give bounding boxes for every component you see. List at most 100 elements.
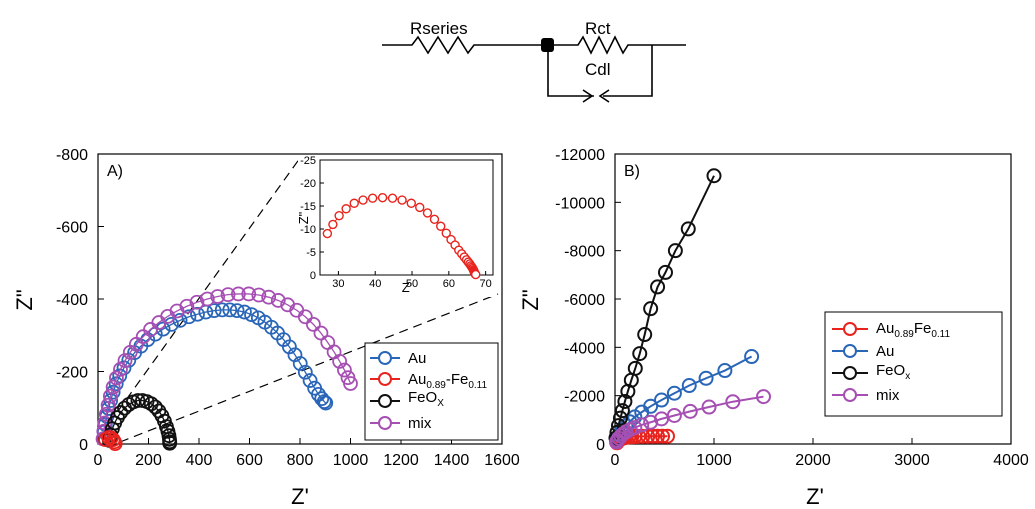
panel-b-point-mix bbox=[666, 407, 682, 423]
inset-point-aufe bbox=[436, 221, 446, 231]
panel-a-point-mix bbox=[230, 286, 246, 302]
panel-b-point-feox bbox=[637, 327, 653, 343]
panel-b-point-feox bbox=[617, 393, 633, 409]
panel-b-y-tick-label: -2000 bbox=[564, 389, 605, 406]
capacitor-branch bbox=[547, 52, 594, 97]
inset-ticks: 30 40 50 60 70 0 -5 -10 -15 -20 -25 bbox=[300, 155, 492, 290]
inset-point-aufe bbox=[471, 269, 481, 280]
resistor-rseries bbox=[382, 35, 548, 55]
legend-entry-feox: FeOX bbox=[370, 389, 444, 409]
panel-b-x-tick-label: 4000 bbox=[993, 452, 1029, 469]
panel-b-x-tick-label: 1000 bbox=[696, 452, 732, 469]
legend-b-label-feox: FeOx bbox=[876, 362, 910, 382]
panel-a-y-tick-label: -800 bbox=[56, 147, 88, 164]
panel-a-ticks: 0 200 400 600 800 1000 1200 1400 16000-200-400-6… bbox=[56, 147, 520, 469]
panel-a-point-au bbox=[316, 394, 332, 409]
panel-b-x-tick-label: 3000 bbox=[894, 452, 930, 469]
panel-a-x-tick-label: 1000 bbox=[333, 452, 369, 469]
panel-a-series bbox=[95, 286, 358, 452]
inset-x-tick-label: 30 bbox=[332, 278, 344, 290]
panel-b-y-tick-label: -8000 bbox=[564, 244, 605, 261]
inset-x-tick-label: 70 bbox=[480, 278, 492, 290]
panel-b-point-feox bbox=[643, 301, 659, 317]
panel-b-point-au bbox=[717, 363, 733, 379]
panel-b-point-mix bbox=[627, 420, 643, 436]
panel-a-inset: Z' Z" 30 40 50 60 70 0 -5 -10 -15 -20 -25 bbox=[296, 155, 497, 297]
panel-b-y-tick-label: -12000 bbox=[555, 147, 605, 164]
panel-a-point-mix bbox=[117, 353, 133, 369]
panel-a-point-mix bbox=[297, 309, 313, 325]
inset-point-aufe bbox=[334, 210, 344, 221]
panel-a-point-au bbox=[292, 356, 308, 371]
panel-a-point-mix bbox=[199, 291, 215, 307]
resistor-rct bbox=[554, 35, 686, 55]
panel-a-y-tick-label: -600 bbox=[56, 220, 88, 237]
panel-a-point-mix bbox=[109, 370, 124, 386]
panel-a-point-mix bbox=[102, 388, 118, 404]
legend-entry-aufe: Au0.89-Fe0.11 bbox=[370, 371, 487, 391]
panel-a-point-au bbox=[214, 302, 230, 318]
legend-entry-mix: mix bbox=[370, 415, 432, 432]
panel-a-x-axis-label: Z' bbox=[291, 484, 309, 509]
inset-series bbox=[322, 193, 481, 280]
legend-b-label-mix: mix bbox=[876, 387, 900, 404]
panel-b-point-mix bbox=[634, 417, 650, 433]
inset-y-tick-label: -20 bbox=[300, 178, 316, 190]
panel-b-x-tick-label: 2000 bbox=[795, 452, 831, 469]
circuit-label-rct: Rct bbox=[585, 19, 611, 38]
panel-b-point-mix bbox=[701, 399, 717, 415]
panel-b-point-feox bbox=[627, 360, 643, 376]
panel-a-point-mix bbox=[313, 325, 329, 341]
legend-marker-aufe bbox=[378, 372, 392, 386]
circuit-node bbox=[541, 38, 554, 52]
panel-b-point-aufe bbox=[645, 428, 661, 444]
inset-x-tick-label: 40 bbox=[369, 278, 381, 290]
panel-a-point-mix bbox=[305, 316, 321, 332]
legend-label-mix: mix bbox=[408, 415, 432, 432]
inset-point-aufe bbox=[367, 193, 378, 203]
inset-x-tick-label: 60 bbox=[443, 278, 455, 290]
panel-a-x-tick-label: 800 bbox=[287, 452, 314, 469]
inset-point-aufe bbox=[322, 228, 333, 239]
panel-b-legend: Au0.89Fe0.11 Au FeOx mix bbox=[824, 311, 1003, 417]
panel-a-point-mix bbox=[179, 298, 195, 314]
panel-b-point-mix bbox=[682, 403, 698, 419]
panel-b-point-feox bbox=[667, 243, 683, 259]
legend-b-entry-mix: mix bbox=[832, 387, 900, 404]
inset-y-tick-label: -10 bbox=[300, 224, 316, 236]
inset-y-tick-label: -25 bbox=[300, 155, 316, 167]
panel-a-y-axis-label: Z" bbox=[12, 289, 37, 310]
inset-x-axis-label: Z' bbox=[402, 280, 412, 295]
panel-a-point-aufe bbox=[107, 436, 123, 452]
capacitor-arrow bbox=[582, 89, 594, 103]
panel-a-point-au bbox=[190, 306, 205, 322]
panel-a-point-au bbox=[229, 303, 245, 319]
panel-a-point-feox bbox=[162, 435, 178, 451]
panel-a-point-au bbox=[181, 309, 197, 325]
panel-a-x-tick-label: 400 bbox=[186, 452, 213, 469]
panel-b-y-axis-label: Z" bbox=[518, 289, 543, 310]
circuit-label-cdl: Cdl bbox=[585, 60, 611, 79]
panel-a-point-mix bbox=[251, 287, 267, 303]
legend-marker-feox bbox=[378, 394, 392, 408]
panel-a-x-tick-label: 1200 bbox=[383, 452, 419, 469]
panel-b-point-au bbox=[654, 392, 670, 408]
panel-a-x-tick-label: 200 bbox=[135, 452, 162, 469]
legend-label-au: Au bbox=[408, 350, 426, 367]
panel-b-point-aufe bbox=[655, 428, 671, 444]
panel-a-y-tick-label: 0 bbox=[79, 437, 88, 454]
inset-point-aufe bbox=[377, 193, 388, 203]
panel-b-point-mix bbox=[725, 394, 741, 410]
panel-b-chart: B) Z' Z" 0 1000 2000 3000 4000 0 -2000 -4000 -60… bbox=[518, 147, 1029, 509]
panel-a-point-mix bbox=[332, 353, 348, 369]
panel-b-point-feox bbox=[632, 346, 648, 362]
panel-b-point-feox bbox=[657, 264, 673, 280]
panel-b-series-line-feox bbox=[615, 175, 715, 439]
panel-b-point-aufe bbox=[650, 428, 666, 444]
panel-a-point-mix bbox=[241, 286, 257, 302]
legend-b-entry-aufe: Au0.89Fe0.11 bbox=[832, 320, 951, 340]
panel-a-point-feox bbox=[130, 393, 146, 408]
panel-b-point-au bbox=[666, 385, 682, 401]
panel-a-point-au bbox=[206, 303, 222, 319]
inset-y-tick-label: -5 bbox=[306, 247, 316, 259]
